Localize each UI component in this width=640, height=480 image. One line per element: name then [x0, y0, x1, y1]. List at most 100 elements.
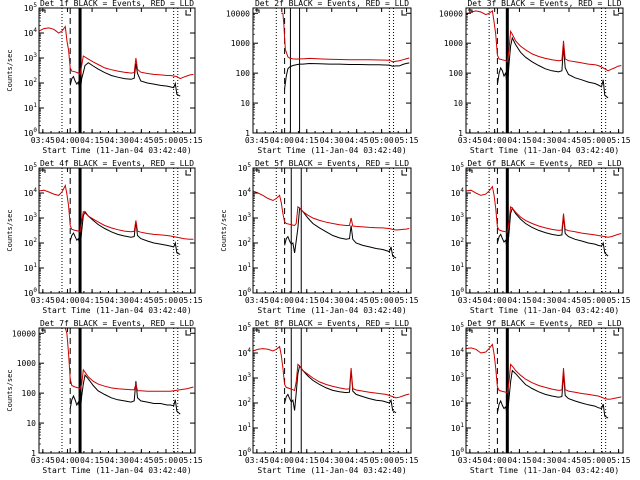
x-tick-label: 04:15 [295, 456, 319, 465]
y-tick-label: 103 [24, 52, 38, 63]
y-tick-label: 100 [449, 69, 464, 78]
series-line-lld [253, 190, 410, 231]
x-axis-label: Start Time (11-Jan-04 03:42:40) [42, 146, 191, 155]
y-tick-label: 100 [451, 287, 465, 298]
x-tick-label: 04:45 [557, 456, 581, 465]
y-tick-label: 104 [238, 347, 252, 358]
x-tick-label: 05:15 [179, 456, 203, 465]
series-line-events [284, 364, 397, 414]
x-tick-label: 03:45 [31, 296, 55, 305]
y-tick-label: 103 [238, 372, 252, 383]
y-tick-label: 100 [24, 127, 38, 138]
y-tick-label: 104 [451, 187, 465, 198]
corner-mark-right [401, 170, 407, 176]
x-tick-label: 05:00 [582, 296, 606, 305]
x-tick-label: 04:00 [55, 456, 79, 465]
y-tick-label: 102 [24, 77, 38, 88]
x-axis-label: Start Time (11-Jan-04 03:42:40) [470, 306, 619, 315]
corner-mark-left [468, 329, 473, 333]
y-tick-label: 103 [238, 212, 252, 223]
x-axis-label: Start Time (11-Jan-04 03:42:40) [257, 306, 406, 315]
corner-mark-left [255, 169, 260, 173]
chart-title: Det 6f BLACK = Events, RED = LLD [467, 159, 621, 168]
y-tick-label: 103 [451, 372, 465, 383]
x-tick-label: 04:15 [507, 296, 531, 305]
chart-title: Det 8f BLACK = Events, RED = LLD [255, 319, 409, 328]
chart-title: Det 4f BLACK = Events, RED = LLD [40, 159, 194, 168]
x-tick-label: 04:30 [105, 296, 129, 305]
y-tick-label: 102 [238, 397, 252, 408]
chart-title: Det 5f BLACK = Events, RED = LLD [255, 159, 409, 168]
x-tick-label: 03:45 [31, 456, 55, 465]
y-tick-label: 105 [451, 162, 465, 173]
x-tick-label: 05:15 [179, 296, 203, 305]
x-tick-label: 04:45 [557, 136, 581, 145]
x-tick-label: 04:30 [532, 456, 556, 465]
x-tick-label: 04:30 [320, 136, 344, 145]
series-line-events [69, 373, 181, 415]
series-line-lld [64, 328, 194, 392]
y-tick-label: 104 [451, 347, 465, 358]
y-tick-label: 102 [24, 237, 38, 248]
y-tick-label: 10000 [12, 329, 36, 338]
x-tick-label: 05:00 [154, 296, 178, 305]
y-tick-label: 105 [24, 2, 38, 13]
series-line-events [496, 36, 609, 99]
y-tick-label: 101 [24, 102, 38, 113]
y-tick-label: 104 [238, 187, 252, 198]
x-tick-label: 03:45 [245, 136, 269, 145]
x-tick-label: 03:45 [245, 456, 269, 465]
y-tick-label: 100 [236, 69, 251, 78]
x-tick-label: 04:30 [320, 296, 344, 305]
y-tick-label: 102 [451, 397, 465, 408]
y-tick-label: 100 [24, 287, 38, 298]
x-tick-label: 04:15 [80, 136, 104, 145]
x-tick-label: 05:15 [607, 456, 631, 465]
corner-mark-right [613, 170, 619, 176]
y-tick-label: 1 [458, 129, 463, 138]
corner-mark-right [185, 10, 191, 16]
x-tick-label: 04:00 [55, 296, 79, 305]
x-tick-label: 05:15 [607, 296, 631, 305]
corner-mark-left [255, 9, 260, 13]
x-tick-label: 04:00 [270, 456, 294, 465]
corner-mark-right [185, 330, 191, 336]
corner-mark-right [401, 330, 407, 336]
y-tick-label: 101 [238, 422, 252, 433]
x-tick-label: 04:30 [532, 136, 556, 145]
y-tick-label: 105 [238, 322, 252, 333]
x-tick-label: 04:15 [295, 296, 319, 305]
chart-title: Det 9f BLACK = Events, RED = LLD [467, 319, 621, 328]
series-line-events [496, 369, 609, 419]
y-tick-label: 100 [238, 447, 252, 458]
y-axis-label: Counts/sec [220, 209, 228, 251]
x-tick-label: 04:15 [80, 456, 104, 465]
x-tick-label: 04:45 [345, 136, 369, 145]
y-tick-label: 100 [451, 447, 465, 458]
x-tick-label: 04:15 [507, 136, 531, 145]
y-tick-label: 10 [26, 419, 36, 428]
y-tick-label: 10000 [439, 9, 463, 18]
x-axis-label: Start Time (11-Jan-04 03:42:40) [470, 146, 619, 155]
x-axis-label: Start Time (11-Jan-04 03:42:40) [42, 466, 191, 475]
x-tick-label: 03:45 [31, 136, 55, 145]
x-tick-label: 04:00 [483, 456, 507, 465]
y-tick-label: 100 [238, 287, 252, 298]
series-line-lld [466, 185, 622, 238]
y-tick-label: 1 [245, 129, 250, 138]
x-tick-label: 04:00 [55, 136, 79, 145]
y-tick-label: 104 [24, 27, 38, 38]
x-tick-label: 04:30 [320, 456, 344, 465]
x-tick-label: 03:45 [458, 456, 482, 465]
y-tick-label: 101 [24, 262, 38, 273]
y-tick-label: 105 [238, 162, 252, 173]
series-line-lld [466, 343, 622, 400]
x-tick-label: 04:45 [345, 296, 369, 305]
chart-title: Det 1f BLACK = Events, RED = LLD [40, 0, 194, 8]
x-tick-label: 05:00 [582, 456, 606, 465]
x-tick-label: 04:15 [80, 296, 104, 305]
x-axis-label: Start Time (11-Jan-04 03:42:40) [257, 146, 406, 155]
